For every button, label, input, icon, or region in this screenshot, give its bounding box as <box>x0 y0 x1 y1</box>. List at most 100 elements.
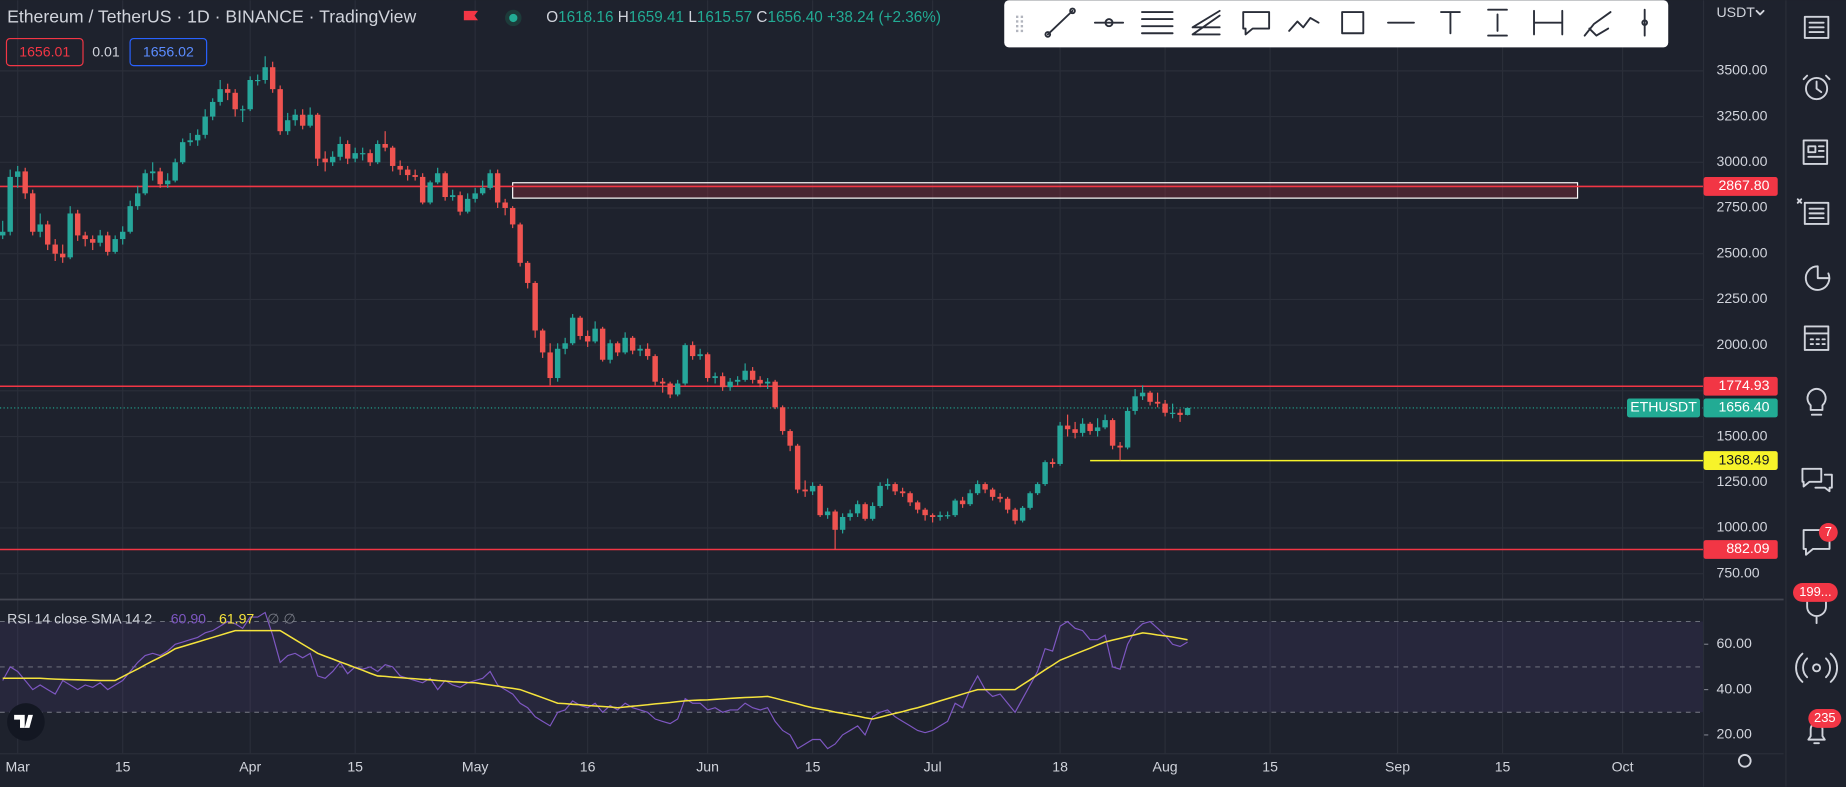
data-window-icon[interactable] <box>1796 198 1830 225</box>
candle-body <box>359 153 366 155</box>
candle-body <box>1117 445 1123 448</box>
logo[interactable] <box>7 703 45 741</box>
price-range-tool[interactable] <box>1487 8 1508 37</box>
horizontal-ray-tool[interactable] <box>1093 18 1125 28</box>
candle-body <box>1147 392 1153 402</box>
candle-body <box>614 343 621 353</box>
buy-button[interactable] <box>129 37 208 67</box>
alerts-icon[interactable] <box>1802 74 1831 101</box>
candle-body <box>134 193 141 207</box>
candle-body <box>1072 429 1078 433</box>
candle-body <box>82 235 88 240</box>
hint-icon[interactable] <box>1806 387 1827 416</box>
price-label-bg <box>1703 398 1778 418</box>
rectangle-tool[interactable] <box>1341 11 1365 35</box>
x-tick-label: Mar <box>6 759 31 775</box>
ohlc-value: 1659.41 <box>629 9 684 26</box>
candle-body <box>419 176 426 203</box>
candle-body <box>1034 484 1041 494</box>
candle-body <box>307 114 313 126</box>
badge-bg <box>1793 583 1838 602</box>
trend-line-tool[interactable] <box>1044 7 1076 38</box>
candle-body <box>412 175 418 177</box>
candle-body <box>59 253 66 258</box>
candle-body <box>292 114 298 121</box>
symbol-title[interactable]: Ethereum / TetherUS · 1D · BINANCE · Tra… <box>7 7 416 27</box>
candle-body <box>1169 412 1176 414</box>
ideas-icon[interactable] <box>1803 325 1830 351</box>
candle-body <box>764 381 771 384</box>
candle-body <box>1139 392 1146 397</box>
news-icon[interactable] <box>1802 139 1829 165</box>
x-tick-label: Oct <box>1612 759 1634 775</box>
candle-body <box>217 89 223 102</box>
candle-body <box>772 381 778 408</box>
x-tick-label: May <box>462 759 490 775</box>
candle-body <box>442 173 448 198</box>
candle-body <box>1064 425 1071 430</box>
brush-tool[interactable] <box>1583 11 1612 37</box>
candle-body <box>1004 498 1011 510</box>
candle-body <box>787 431 793 446</box>
y-tick-label: 3500.00 <box>1716 62 1767 78</box>
currency-menu[interactable]: USDT <box>1716 4 1755 20</box>
candle-body <box>997 496 1003 499</box>
candle-body <box>697 354 703 357</box>
x-tick-label: 15 <box>805 759 821 775</box>
broadcast-icon[interactable] <box>1795 652 1838 683</box>
streams-icon[interactable] <box>1806 593 1827 625</box>
y-tick-label: 3000.00 <box>1716 153 1767 169</box>
flag-icon[interactable] <box>463 10 478 21</box>
path-tool[interactable] <box>1288 17 1320 32</box>
candle-body <box>689 345 696 357</box>
candle-body <box>149 171 156 174</box>
candle-body <box>1124 410 1131 448</box>
candle-body <box>517 224 523 263</box>
callout-tool[interactable] <box>1242 11 1271 36</box>
candle-body <box>734 379 741 382</box>
price-label-bg <box>1703 540 1778 559</box>
y-tick-label: 2000.00 <box>1716 336 1767 352</box>
change: +38.24 (+2.36%) <box>827 9 941 26</box>
candle-body <box>637 348 643 351</box>
x-tick-label: 18 <box>1052 759 1068 775</box>
y-tick-label: 1500.00 <box>1716 427 1767 443</box>
candle-body <box>592 328 598 342</box>
ohlc-value: 1615.57 <box>697 9 752 26</box>
calendar-icon[interactable] <box>1804 265 1831 291</box>
chats-icon[interactable] <box>1801 467 1833 493</box>
logo-mark <box>14 714 33 728</box>
y-tick-label: 2500.00 <box>1716 244 1767 260</box>
symbol-label-bg <box>1627 398 1701 418</box>
header: Ethereum / TetherUS · 1D · BINANCE · Tra… <box>5 4 1765 67</box>
candle-body <box>194 134 201 141</box>
candle-body <box>37 224 43 232</box>
fib-tool[interactable] <box>1191 9 1221 36</box>
candle-body <box>112 239 118 252</box>
y-tick-label: 1000.00 <box>1716 519 1767 535</box>
watchlist-icon[interactable] <box>1803 15 1830 39</box>
settings-icon[interactable] <box>1737 753 1752 768</box>
candle-body <box>239 109 246 111</box>
vertical-line-tool[interactable] <box>1641 8 1648 37</box>
price-axis <box>0 0 1784 787</box>
candle-body <box>599 328 606 360</box>
symbol-label: ETHUSDT <box>1630 399 1697 415</box>
date-range-tool[interactable] <box>1533 9 1564 36</box>
candle-body <box>449 195 456 198</box>
candle-body <box>434 173 441 183</box>
y-tick-label: 2250.00 <box>1716 290 1767 306</box>
candle-body <box>854 504 861 514</box>
rsi-pane <box>0 598 1784 750</box>
sell-button[interactable] <box>5 37 84 67</box>
candle-body <box>667 383 673 395</box>
text-tool[interactable] <box>1440 11 1461 35</box>
candle-body <box>989 489 996 497</box>
candle-body <box>832 511 838 530</box>
price-label-bg <box>1703 177 1778 196</box>
parallel-channel-tool[interactable] <box>1141 11 1174 35</box>
candle-body <box>569 317 576 344</box>
candle-body <box>1184 407 1191 415</box>
